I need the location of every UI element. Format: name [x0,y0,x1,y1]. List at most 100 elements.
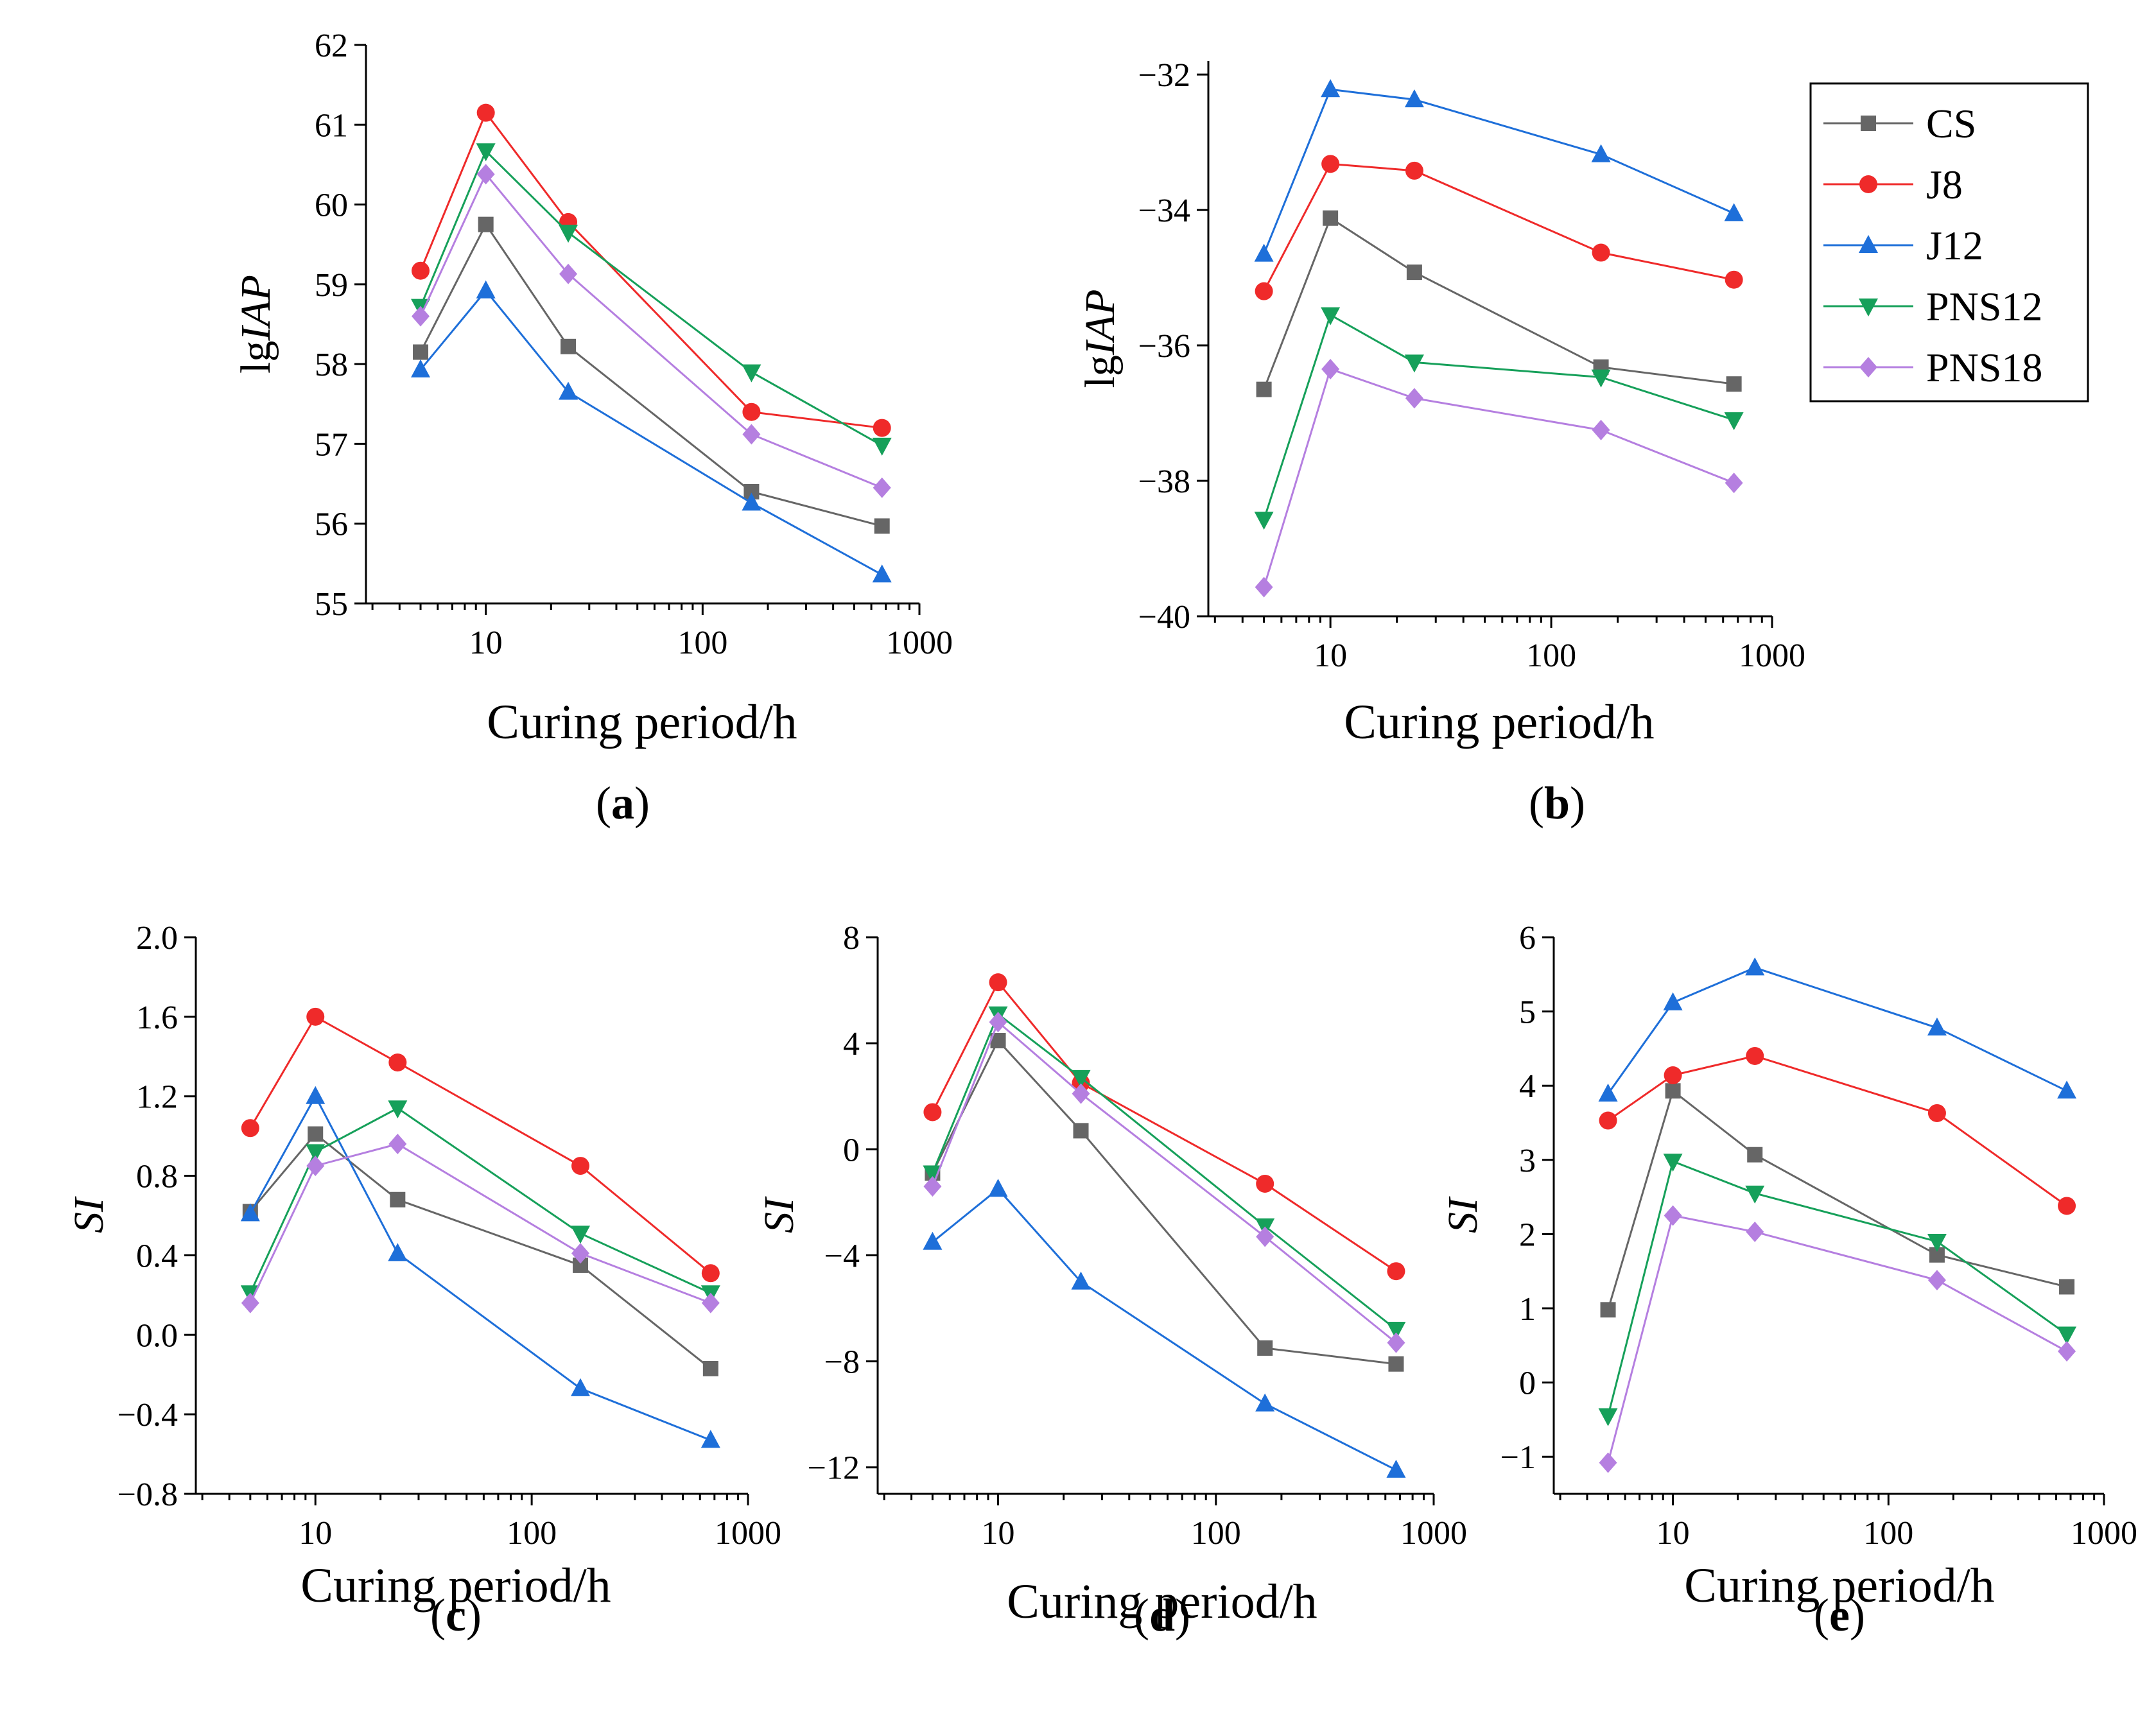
x-tick-label: 100 [1526,637,1576,674]
data-point-j8 [742,403,761,421]
y-axis-title-italic: IAP [232,275,279,342]
chart-panel-e: −1 0 1 2 3 4 5 6 10 100 1000 Curing period/h SI (e) [1439,920,2137,1641]
y-tick-label: 61 [315,107,348,144]
data-point-pns18 [2058,1341,2076,1362]
y-tick-label: 0.8 [136,1159,178,1195]
y-tick-label: −12 [808,1450,860,1487]
data-point-pns18 [1256,1226,1274,1247]
y-axis-title: SI [1439,1196,1486,1233]
y-tick-label: 60 [315,187,348,224]
data-point-j8 [1746,1046,1764,1065]
data-point-j8 [1927,1104,1946,1122]
panel-label: (b) [1529,777,1585,829]
data-point-j12 [1254,243,1274,262]
x-tick-label: 10 [469,625,503,661]
data-point-pns18 [559,263,578,284]
data-point-cs [1388,1356,1404,1372]
data-point-cs [1073,1123,1089,1139]
x-tick-label: 100 [1863,1515,1913,1552]
data-point-pns18 [742,424,761,445]
x-tick-label: 100 [677,625,727,661]
series-line-j8 [419,110,882,429]
series-line-j12 [419,289,883,576]
x-axis-title: Curing period/h [300,1559,611,1613]
panel-label: (d) [1134,1589,1190,1641]
y-tick-label: 3 [1519,1143,1536,1179]
data-point-pns18 [1255,576,1273,598]
legend-label: J8 [1926,162,1963,207]
x-tick-label: 100 [1191,1515,1241,1552]
y-tick-label: 0 [1519,1365,1536,1402]
data-point-j12 [411,359,431,377]
data-point-j12 [872,564,892,583]
data-point-j12 [306,1086,326,1104]
data-point-j12 [476,280,496,299]
data-point-pns12 [1598,1408,1618,1426]
panel-label: (a) [596,777,650,829]
data-point-cs [1665,1083,1681,1099]
data-point-j8 [701,1264,720,1283]
data-point-j8 [923,1103,942,1121]
data-point-j8 [1405,161,1423,180]
y-tick-label: 0.0 [136,1317,178,1354]
data-point-j12 [1663,992,1683,1010]
y-axis-title: lgIAP [1077,290,1124,388]
data-point-pns18 [1405,388,1423,409]
y-axis-title-italic: SI [65,1196,112,1233]
data-point-j12 [1404,89,1424,108]
data-point-pns18 [701,1292,720,1313]
data-point-cs [1406,264,1422,281]
data-point-pns12 [1386,1322,1406,1340]
y-tick-label: 4 [843,1026,860,1062]
data-point-pns12 [1663,1154,1683,1172]
legend-box [1809,82,2089,403]
data-point-j8 [1387,1262,1405,1281]
data-point-pns12 [1927,1233,1947,1252]
data-point-pns12 [388,1100,408,1119]
data-point-j12 [988,1179,1008,1197]
data-point-j12 [742,492,761,511]
legend-label: CS [1926,101,1976,146]
data-point-pns12 [571,1225,591,1244]
data-point-j12 [1724,203,1744,221]
y-tick-label: 6 [1519,920,1536,957]
data-point-pns18 [1746,1221,1764,1242]
series-line-pns18 [1607,1214,2067,1463]
data-point-j8 [306,1007,325,1026]
y-tick-label: 5 [1519,994,1536,1031]
chart-panel-c: −0.8 −0.4 0.0 0.4 0.8 1.2 1.6 2.0 10 100 1000 Curin… [65,920,781,1641]
y-axis-title: lgIAP [232,275,279,374]
data-point-j12 [571,1378,591,1396]
data-point-pns18 [1387,1332,1405,1353]
y-tick-label: −8 [824,1344,860,1381]
x-tick-label: 10 [1656,1515,1690,1552]
x-tick-label: 100 [507,1515,557,1552]
data-point-pns18 [241,1292,259,1313]
data-point-cs [561,338,577,354]
data-point-j8 [1256,1174,1274,1193]
data-point-cs [308,1126,324,1142]
legend-marker [1861,116,1876,131]
y-tick-label: 58 [315,347,348,383]
y-tick-label: 8 [843,920,860,957]
data-point-j12 [2057,1080,2077,1099]
data-point-j12 [700,1430,720,1448]
y-tick-label: −4 [824,1238,860,1274]
data-point-cs [1256,381,1272,397]
x-axis-title: Curing period/h [1007,1575,1317,1629]
data-point-pns18 [1725,472,1743,494]
data-point-pns18 [1927,1270,1946,1291]
y-axis-title-prefix: lg [232,341,279,374]
data-point-j8 [571,1157,590,1175]
series-line-cs [932,1039,1396,1365]
data-point-j12 [1255,1393,1275,1412]
x-tick-label: 10 [982,1515,1015,1552]
data-point-j8 [388,1053,407,1072]
data-point-j8 [476,103,495,122]
x-axis-title: Curing period/h [487,695,797,749]
data-point-pns18 [1321,358,1340,379]
data-point-pns12 [1071,1070,1091,1088]
data-point-pns12 [1591,369,1611,388]
y-tick-label: −38 [1138,463,1190,500]
